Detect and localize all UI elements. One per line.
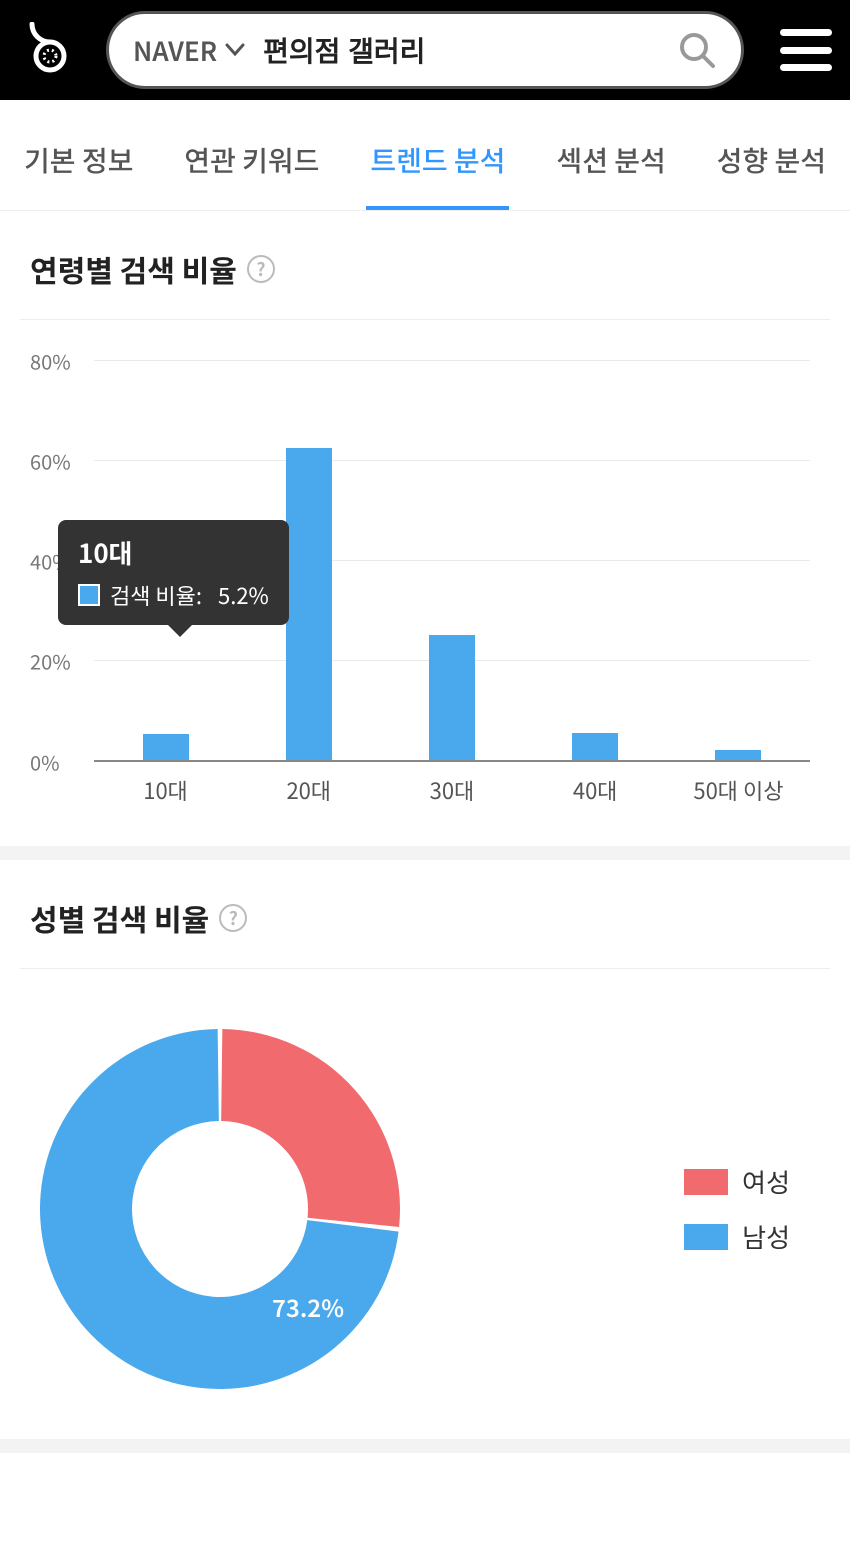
donut-value-label-female: 26.8% <box>180 1129 252 1164</box>
bar[interactable] <box>286 448 332 761</box>
legend-swatch <box>684 1224 728 1250</box>
gender-donut-chart: 26.8% 73.2% 여성남성 <box>20 969 830 1399</box>
tooltip-title: 10대 <box>78 534 269 571</box>
chart-tooltip: 10대 검색 비율: 5.2% <box>58 520 289 625</box>
chevron-down-icon <box>225 43 245 57</box>
tabs-row: 기본 정보 연관 키워드 트렌드 분석 섹션 분석 성향 분석 <box>0 100 850 211</box>
search-icon[interactable] <box>677 30 717 70</box>
hamburger-line <box>780 29 832 36</box>
x-axis-label: 50대 이상 <box>667 774 810 806</box>
donut-svg <box>40 1029 400 1389</box>
donut-value-label-male: 73.2% <box>272 1289 344 1324</box>
hamburger-line <box>780 64 832 71</box>
tooltip-metric-label: 검색 비율: <box>110 579 202 611</box>
logo-icon <box>22 22 78 78</box>
x-axis-label: 20대 <box>237 774 380 806</box>
donut-slice-female[interactable] <box>221 1029 400 1227</box>
hamburger-line <box>780 47 832 54</box>
bar[interactable] <box>429 635 475 760</box>
help-icon[interactable]: ? <box>219 904 247 932</box>
age-section-title: 연령별 검색 비율 <box>30 247 237 291</box>
app-logo[interactable] <box>18 18 82 82</box>
y-axis-label: 60% <box>30 447 71 476</box>
tab-related-keywords[interactable]: 연관 키워드 <box>180 130 323 210</box>
tooltip-value: 5.2% <box>218 579 269 611</box>
menu-button[interactable] <box>780 29 832 71</box>
age-bar-chart: 0%20%40%60%80% 10대20대30대40대50대 이상 10대 검색… <box>20 320 830 806</box>
gender-section-title: 성별 검색 비율 <box>30 896 209 940</box>
tooltip-swatch <box>78 584 100 606</box>
bar[interactable] <box>143 734 189 760</box>
provider-label: NAVER <box>133 32 217 69</box>
gender-section-title-row: 성별 검색 비율 ? <box>20 890 830 969</box>
legend-item-female[interactable]: 여성 <box>684 1163 790 1200</box>
legend-label: 여성 <box>742 1163 790 1200</box>
tab-trend-analysis[interactable]: 트렌드 분석 <box>366 130 509 210</box>
y-axis-label: 80% <box>30 347 71 376</box>
gender-legend: 여성남성 <box>684 1163 810 1255</box>
bar-slot[interactable] <box>667 360 810 760</box>
x-axis-label: 10대 <box>94 774 237 806</box>
y-axis-label: 0% <box>30 748 60 777</box>
tab-tendency-analysis[interactable]: 성향 분석 <box>713 130 830 210</box>
bar-slot[interactable] <box>524 360 667 760</box>
age-section-title-row: 연령별 검색 비율 ? <box>20 241 830 320</box>
help-icon[interactable]: ? <box>247 255 275 283</box>
legend-item-male[interactable]: 남성 <box>684 1218 790 1255</box>
bar[interactable] <box>572 733 618 761</box>
x-axis-label: 40대 <box>524 774 667 806</box>
bar[interactable] <box>715 750 761 760</box>
bar-slot[interactable] <box>380 360 523 760</box>
gender-ratio-section: 성별 검색 비율 ? 26.8% 73.2% 여성남성 <box>0 860 850 1453</box>
topbar: NAVER <box>0 0 850 100</box>
age-ratio-section: 연령별 검색 비율 ? 0%20%40%60%80% 10대20대30대40대5… <box>0 211 850 860</box>
provider-selector[interactable]: NAVER <box>133 32 263 69</box>
tab-section-analysis[interactable]: 섹션 분석 <box>552 130 669 210</box>
search-input[interactable] <box>263 34 677 66</box>
y-axis-label: 20% <box>30 647 71 676</box>
legend-swatch <box>684 1169 728 1195</box>
search-bar: NAVER <box>106 11 744 89</box>
chart-gridline: 0% <box>94 760 810 762</box>
legend-label: 남성 <box>742 1218 790 1255</box>
tab-basic-info[interactable]: 기본 정보 <box>20 130 137 210</box>
x-axis-label: 30대 <box>380 774 523 806</box>
